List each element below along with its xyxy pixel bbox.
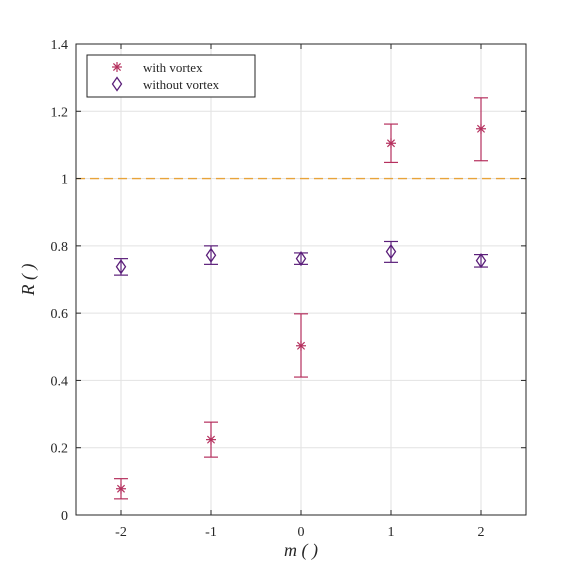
- data-point: [205, 247, 217, 263]
- x-tick-label: 2: [478, 525, 485, 540]
- asterisk-stroke: [476, 124, 486, 133]
- data-point: [295, 250, 307, 267]
- asterisk-stroke: [116, 484, 126, 493]
- diamond-shape: [475, 253, 487, 269]
- data-point: [296, 340, 306, 351]
- legend-marker: [112, 62, 122, 72]
- y-tick-label: 1: [61, 173, 68, 188]
- diamond-shape: [115, 259, 127, 275]
- diamond-shape: [205, 247, 217, 263]
- x-tick-label: 0: [298, 525, 305, 540]
- y-axis-label: R ( ): [18, 264, 39, 297]
- diamond-shape: [111, 76, 123, 92]
- x-axis-label: m ( ): [284, 540, 318, 561]
- diamond-shape: [295, 250, 307, 267]
- data-point: [475, 253, 487, 269]
- asterisk-stroke: [112, 62, 122, 72]
- x-tick-label: -2: [115, 525, 127, 540]
- data-point: [206, 434, 216, 445]
- data-point: [115, 259, 127, 275]
- data-series: [114, 97, 488, 500]
- series-with-vortex: [114, 97, 488, 500]
- asterisk-stroke: [296, 341, 306, 350]
- legend: with vortex without vortex: [86, 54, 256, 98]
- legend-marker: [111, 76, 123, 92]
- legend-entry-label: without vortex: [143, 77, 220, 92]
- y-tick-label: 1.2: [51, 105, 69, 120]
- y-tick-label: 0.4: [51, 374, 69, 389]
- legend-box: [86, 54, 256, 98]
- x-tick-label: -1: [205, 525, 217, 540]
- data-point: [385, 243, 397, 260]
- asterisk-stroke: [206, 435, 216, 444]
- data-point: [476, 123, 486, 134]
- legend-entry-label: with vortex: [143, 60, 203, 75]
- series-without-vortex: [114, 240, 488, 276]
- asterisk-stroke: [386, 139, 396, 148]
- y-tick-label: 0.6: [51, 307, 69, 322]
- diamond-shape: [385, 243, 397, 260]
- data-point: [386, 138, 396, 149]
- y-tick-label: 1.4: [51, 38, 69, 53]
- x-tick-label: 1: [388, 525, 395, 540]
- y-tick-label: 0.8: [51, 240, 69, 255]
- data-point: [116, 483, 126, 494]
- axis-ticks: -2 -1 0 1 2 0 0.2 0.4 0.6 0.8 1 1.2 1.4: [51, 38, 526, 540]
- y-tick-label: 0: [61, 509, 68, 524]
- y-tick-label: 0.2: [51, 442, 69, 457]
